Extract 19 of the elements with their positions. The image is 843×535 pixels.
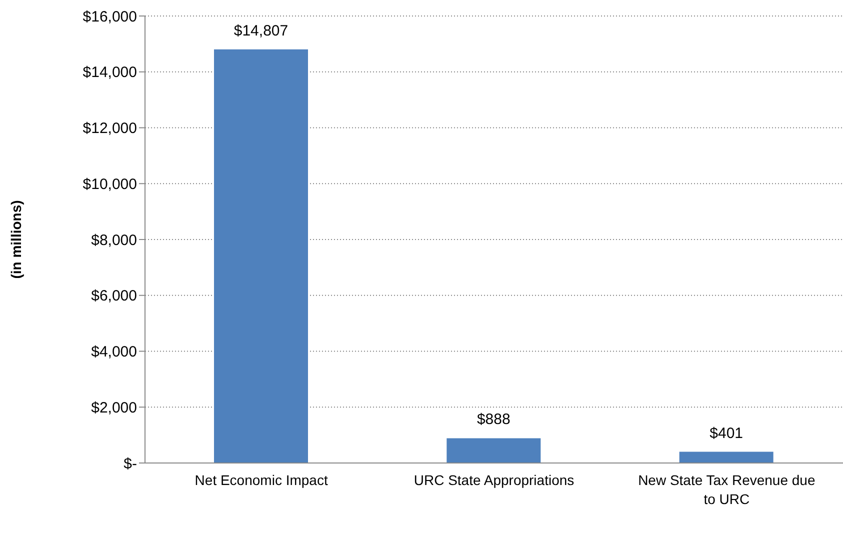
x-tick-label: Net Economic Impact	[194, 472, 328, 488]
data-label: $888	[476, 411, 510, 428]
y-tick-label: $12,000	[82, 120, 137, 138]
y-tick-label: $6,000	[91, 288, 137, 305]
y-tick-label: $-	[124, 455, 137, 472]
bar	[214, 49, 308, 463]
bar	[446, 438, 541, 463]
bar	[679, 452, 774, 463]
data-label: $14,807	[234, 22, 288, 40]
y-tick-label: $4,000	[91, 344, 137, 361]
y-tick-label: $2,000	[91, 399, 137, 416]
y-tick-label: $10,000	[82, 176, 137, 193]
y-tick-label: $16,000	[82, 8, 137, 26]
y-tick-label: $14,000	[82, 64, 137, 82]
y-axis-title: (in millions)	[8, 200, 24, 279]
data-label: $401	[710, 424, 744, 442]
y-tick-label: $8,000	[91, 232, 137, 249]
x-tick-label: New State Tax Revenue due to URC	[638, 472, 816, 507]
x-tick-label: URC State Appropriations	[414, 472, 574, 488]
